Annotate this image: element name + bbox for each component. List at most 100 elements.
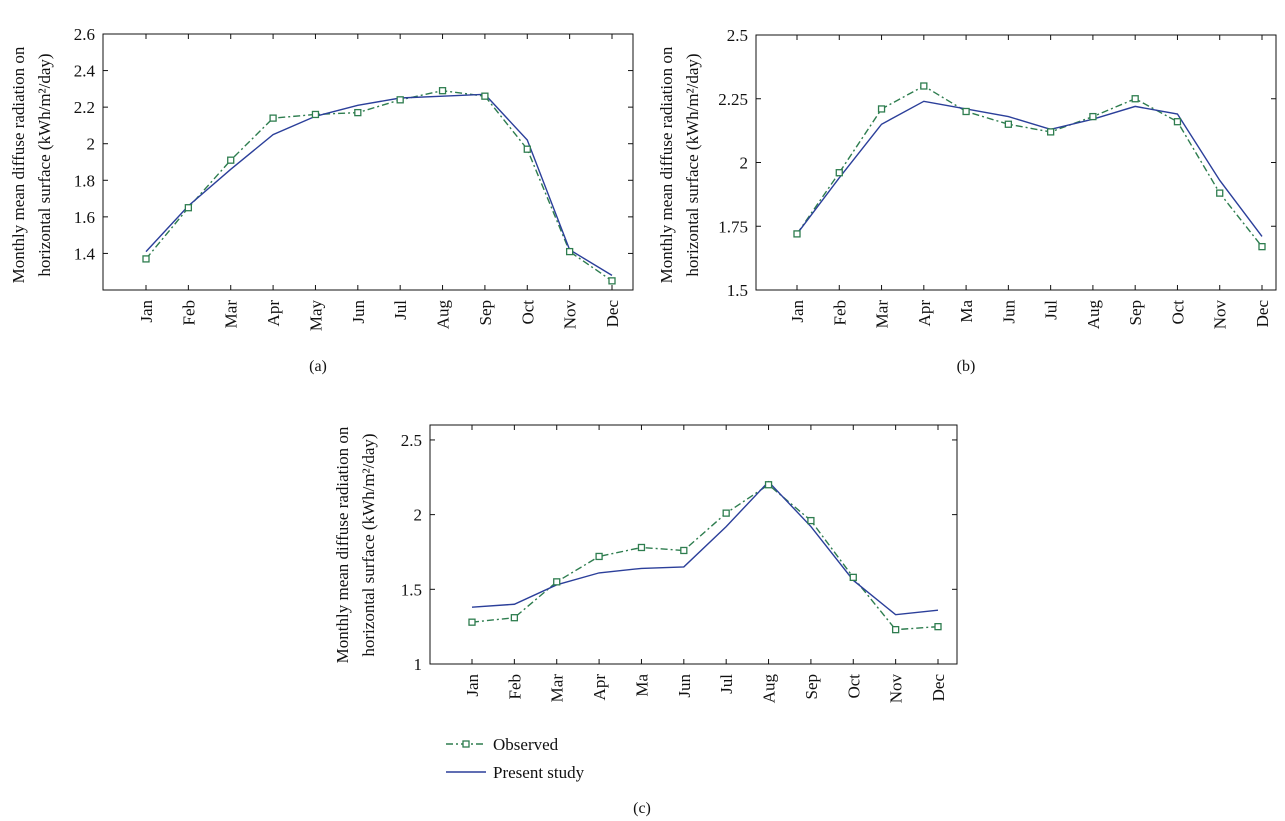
y-axis-label-line1: Monthly mean diffuse radiation on xyxy=(9,46,28,283)
observed-point xyxy=(468,618,476,626)
x-tick-label: Ma xyxy=(957,300,976,323)
y-axis-label-line1: Monthly mean diffuse radiation on xyxy=(657,46,676,283)
x-tick-label: Nov xyxy=(561,300,580,330)
observed-point xyxy=(1046,128,1055,136)
plot-frame xyxy=(755,34,1277,291)
observed-point xyxy=(722,509,730,517)
plot-frame xyxy=(102,33,634,291)
x-tick-label: Mar xyxy=(222,300,241,329)
x-tick-label: May xyxy=(306,300,325,332)
observed-series-line xyxy=(796,85,1263,248)
observed-point xyxy=(1258,242,1266,251)
x-tick-label: Sep xyxy=(1126,300,1145,326)
x-tick-label: Feb xyxy=(830,300,849,326)
legend-present-label: Present study xyxy=(493,763,585,782)
panel-label: (a) xyxy=(309,358,327,375)
observed-point xyxy=(637,543,646,552)
observed-point xyxy=(595,552,603,561)
x-tick-label: Nov xyxy=(887,674,906,704)
x-tick-label: Dec xyxy=(929,674,948,702)
legend: Observed Present study xyxy=(446,735,585,782)
y-tick-label: 2 xyxy=(414,506,423,525)
x-tick-label: Aug xyxy=(1084,300,1103,330)
x-tick-label: Sep xyxy=(802,674,821,700)
observed-point xyxy=(510,614,519,622)
observed-point xyxy=(311,110,320,119)
present-study-series-line xyxy=(796,100,1263,237)
observed-point xyxy=(807,516,815,525)
panel-label: (c) xyxy=(633,800,651,817)
x-tick-label: Dec xyxy=(603,300,622,328)
x-tick-label: Sep xyxy=(476,300,495,326)
observed-point xyxy=(934,623,942,631)
present-study-series-line xyxy=(471,480,939,616)
x-tick-label: Apr xyxy=(590,674,609,701)
observed-point xyxy=(877,105,886,113)
observed-point xyxy=(764,481,773,489)
x-tick-label: Oct xyxy=(1168,300,1187,325)
observed-point xyxy=(438,87,447,95)
x-tick-label: Mar xyxy=(548,674,567,703)
x-tick-label: Oct xyxy=(844,674,863,699)
legend-observed-marker xyxy=(462,740,470,748)
observed-point xyxy=(1216,189,1224,197)
observed-point xyxy=(1173,118,1182,126)
observed-point xyxy=(849,573,857,582)
y-tick-label: 2.2 xyxy=(74,98,95,117)
y-tick-label: 1.5 xyxy=(727,281,748,300)
y-tick-label: 2.6 xyxy=(74,25,95,44)
observed-point xyxy=(565,247,574,256)
x-tick-label: Aug xyxy=(760,674,779,704)
x-tick-label: Jul xyxy=(717,674,736,694)
x-tick-label: Apr xyxy=(915,300,934,327)
observed-point xyxy=(227,156,235,164)
x-tick-label: Aug xyxy=(434,300,453,330)
x-tick-label: Feb xyxy=(505,674,524,700)
y-tick-label: 1.8 xyxy=(74,171,95,190)
legend-observed-label: Observed xyxy=(493,735,559,754)
x-tick-label: Mar xyxy=(873,300,892,329)
x-tick-label: Nov xyxy=(1211,300,1230,330)
observed-point xyxy=(269,114,277,122)
x-tick-label: Jan xyxy=(788,300,807,323)
y-tick-label: 2.4 xyxy=(74,62,96,81)
chart-panel-c: Monthly mean diffuse radiation on horizo… xyxy=(333,424,958,817)
y-tick-label: 1.5 xyxy=(401,580,422,599)
y-tick-label: 2.25 xyxy=(718,90,748,109)
observed-point xyxy=(793,230,801,238)
x-tick-label: Oct xyxy=(518,300,537,325)
x-tick-label: Jun xyxy=(999,300,1018,324)
plot-frame xyxy=(429,424,958,665)
x-tick-label: Ma xyxy=(632,674,651,697)
chart-panel-b: Monthly mean diffuse radiation on horizo… xyxy=(657,26,1277,375)
observed-point xyxy=(1004,120,1013,128)
observed-point xyxy=(835,169,843,177)
panel-label: (b) xyxy=(957,358,976,375)
y-tick-label: 2 xyxy=(87,135,96,154)
observed-point xyxy=(523,145,531,153)
observed-point xyxy=(962,107,970,116)
x-tick-label: Apr xyxy=(264,300,283,327)
observed-point xyxy=(680,546,688,555)
x-tick-label: Jun xyxy=(349,300,368,324)
y-axis-label-line1: Monthly mean diffuse radiation on xyxy=(333,426,352,663)
y-tick-label: 1 xyxy=(414,655,423,674)
y-tick-label: 2.5 xyxy=(727,26,748,45)
y-tick-label: 1.4 xyxy=(74,244,96,263)
observed-point xyxy=(481,92,489,100)
observed-point xyxy=(396,96,404,104)
x-tick-label: Jun xyxy=(675,674,694,698)
observed-point xyxy=(184,204,193,212)
x-tick-label: Dec xyxy=(1253,300,1272,328)
x-tick-label: Jan xyxy=(463,674,482,697)
y-tick-label: 1.6 xyxy=(74,208,95,227)
observed-point xyxy=(553,578,561,586)
observed-point xyxy=(354,108,362,117)
present-study-series-line xyxy=(145,93,613,276)
x-tick-label: Feb xyxy=(179,300,198,326)
y-axis-label-line2: horizontal surface (kWh/m²/day) xyxy=(35,53,54,276)
y-tick-label: 2.5 xyxy=(401,431,422,450)
observed-point xyxy=(1089,112,1097,121)
x-tick-label: Jul xyxy=(391,300,410,320)
